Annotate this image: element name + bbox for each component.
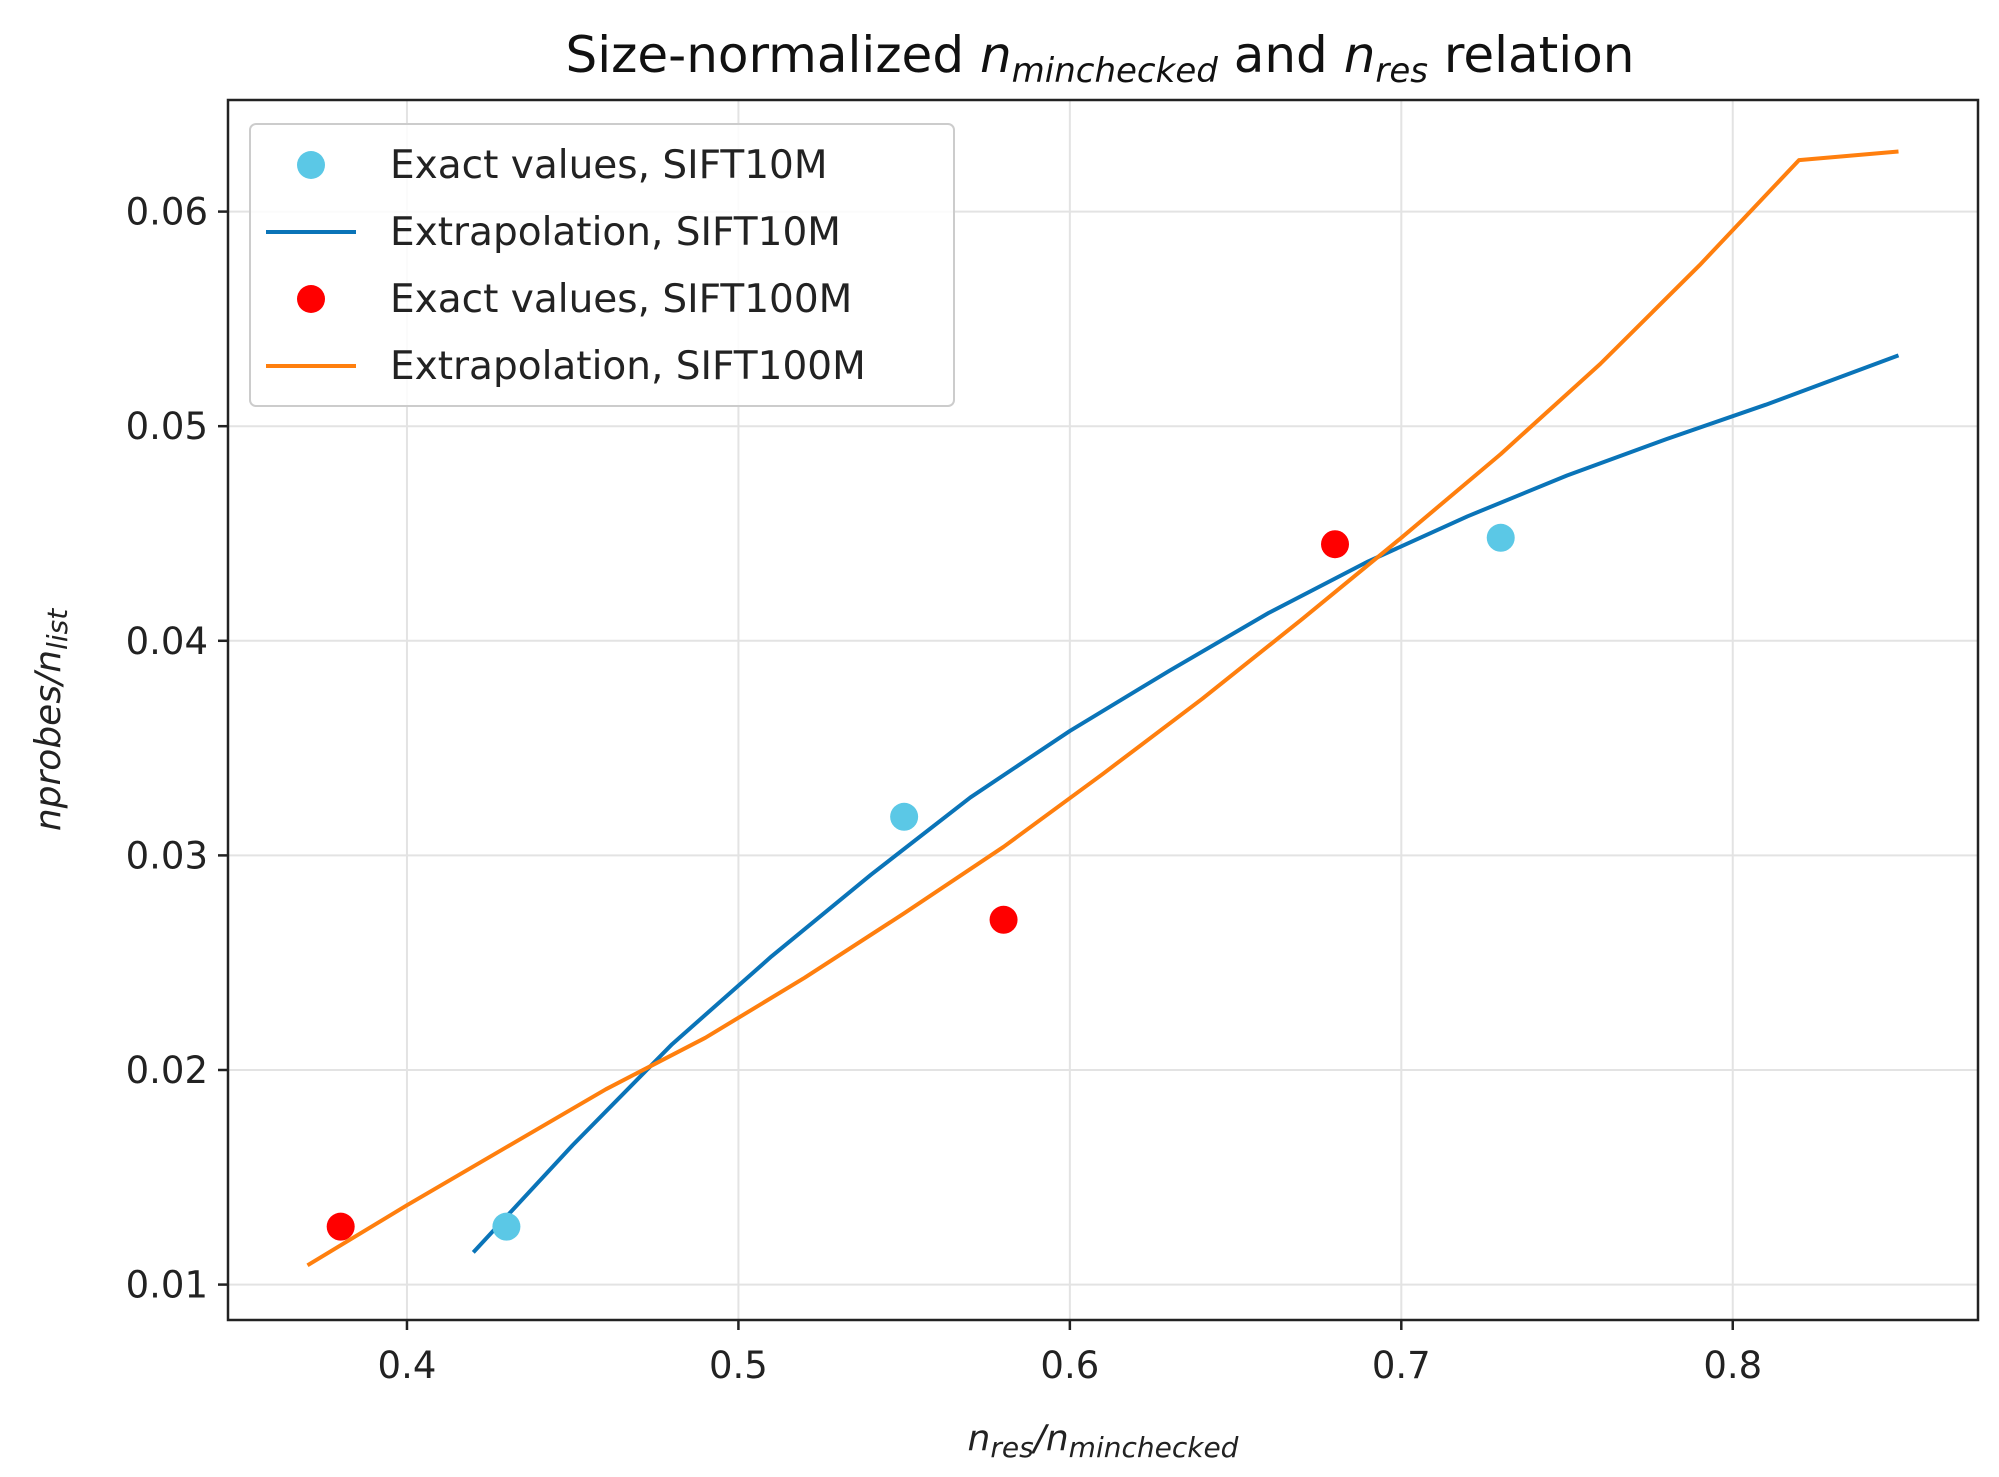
ylabel-num: nprobes bbox=[28, 685, 69, 831]
legend-marker bbox=[297, 285, 325, 313]
legend-label: Exact values, SIFT100M bbox=[390, 277, 852, 322]
ylabel-den-sub: list bbox=[41, 608, 74, 650]
ylabel-sep: / bbox=[28, 669, 69, 688]
x-tick-label: 0.4 bbox=[378, 1344, 437, 1387]
data-point bbox=[1321, 530, 1350, 559]
data-point bbox=[1486, 523, 1515, 552]
y-tick-label: 0.04 bbox=[126, 620, 208, 663]
legend-marker bbox=[297, 151, 325, 179]
legend-label: Extrapolation, SIFT100M bbox=[390, 344, 866, 389]
xlabel-sep: / bbox=[1031, 1418, 1050, 1459]
y-tick-label: 0.06 bbox=[126, 191, 208, 234]
title-suffix: relation bbox=[1428, 26, 1634, 84]
title-var1-sub: minchecked bbox=[1012, 51, 1219, 91]
ylabel-den-base: n bbox=[28, 650, 69, 673]
series-line bbox=[471, 353, 1900, 1254]
x-axis-label: nres/nminchecked bbox=[968, 1418, 1239, 1464]
data-point bbox=[890, 802, 919, 831]
title-middle: and bbox=[1218, 26, 1344, 84]
data-point bbox=[492, 1212, 521, 1241]
y-tick-label: 0.01 bbox=[126, 1264, 208, 1307]
legend: Exact values, SIFT10M Extrapolation, SIFT… bbox=[249, 123, 955, 407]
series-layer bbox=[306, 149, 1900, 1268]
data-point bbox=[989, 905, 1018, 934]
xlabel-den-base: n bbox=[1046, 1418, 1069, 1459]
title-prefix: Size-normalized bbox=[566, 26, 980, 84]
x-axis-ticks: 0.4 0.5 0.6 0.7 0.8 bbox=[378, 1320, 1762, 1387]
legend-label: Exact values, SIFT10M bbox=[390, 143, 828, 188]
y-axis-label: nprobes/nlist bbox=[28, 608, 74, 831]
x-tick-label: 0.8 bbox=[1703, 1344, 1762, 1387]
xlabel-den-sub: minchecked bbox=[1069, 1431, 1239, 1464]
title-var2-sub: res bbox=[1375, 51, 1428, 91]
xlabel-num-base: n bbox=[968, 1418, 991, 1459]
x-tick-label: 0.6 bbox=[1040, 1344, 1099, 1387]
y-tick-label: 0.02 bbox=[126, 1049, 208, 1092]
x-tick-label: 0.5 bbox=[709, 1344, 768, 1387]
data-point bbox=[326, 1212, 355, 1241]
x-tick-label: 0.7 bbox=[1372, 1344, 1431, 1387]
title-var2-base: n bbox=[1344, 26, 1376, 84]
legend-box bbox=[249, 123, 955, 407]
xlabel-num-sub: res bbox=[990, 1431, 1033, 1464]
y-tick-label: 0.03 bbox=[126, 834, 208, 877]
y-tick-label: 0.05 bbox=[126, 405, 208, 448]
series-line bbox=[306, 149, 1899, 1268]
legend-label: Extrapolation, SIFT10M bbox=[390, 210, 841, 255]
y-axis-ticks: 0.01 0.02 0.03 0.04 0.05 0.06 bbox=[126, 191, 228, 1307]
title-var1-base: n bbox=[980, 26, 1012, 84]
chart-title: Size-normalized nminchecked and nres rel… bbox=[566, 26, 1635, 91]
plot-frame bbox=[226, 98, 1980, 1322]
